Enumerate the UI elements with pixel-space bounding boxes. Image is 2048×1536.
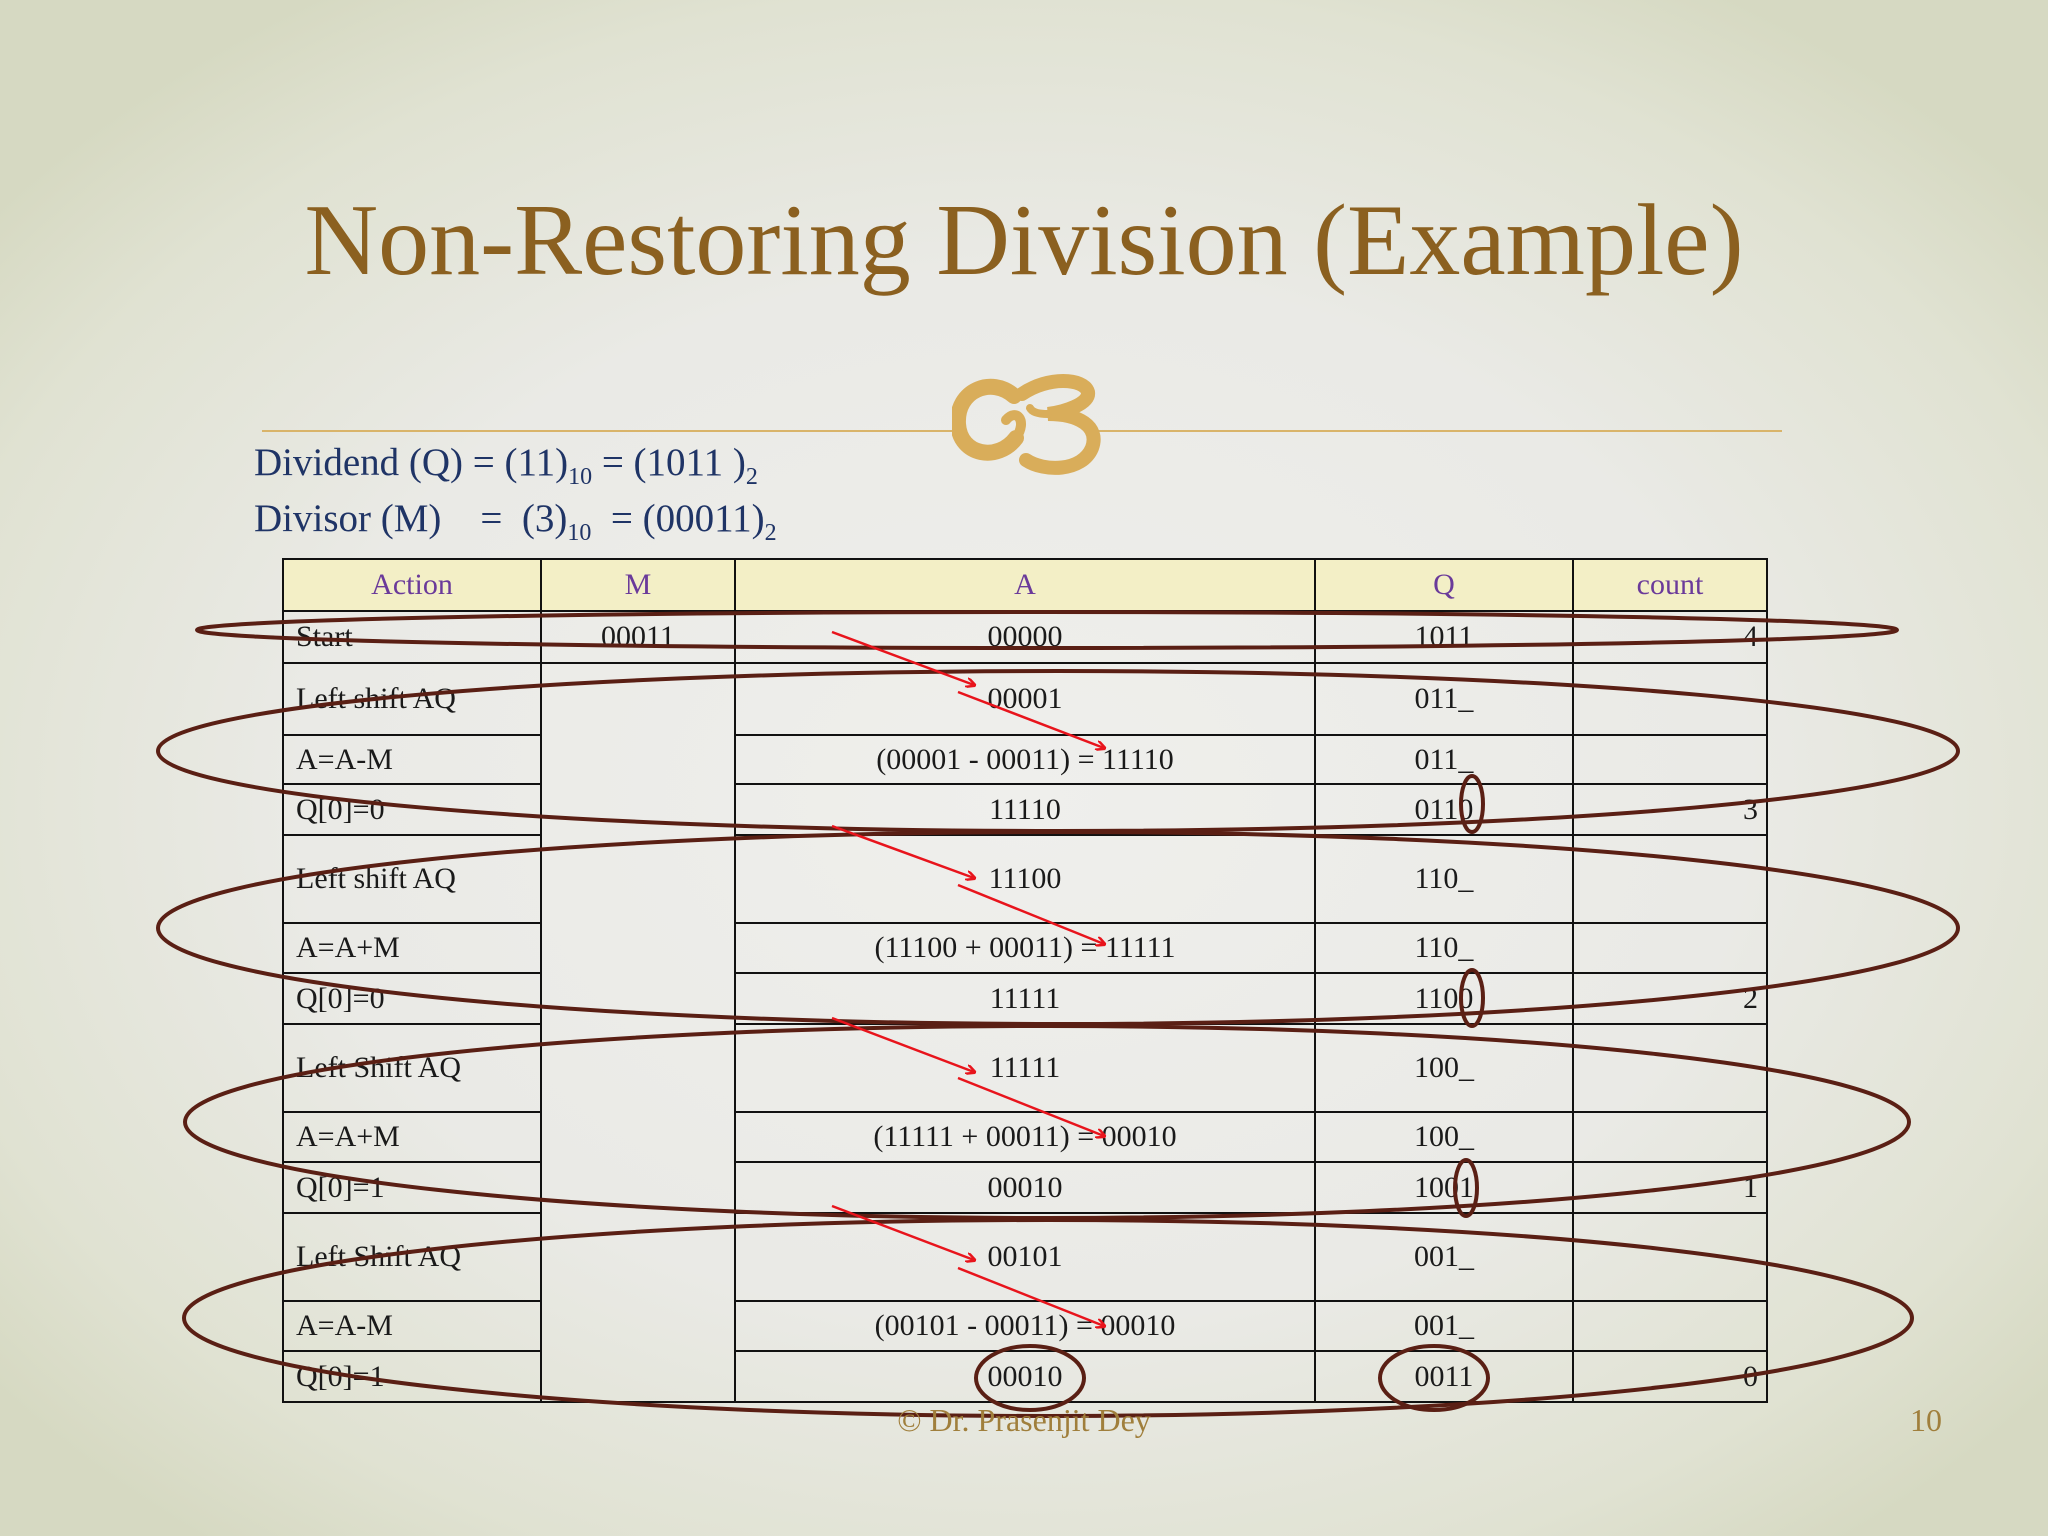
cell-action: Q[0]=0 — [282, 972, 542, 1025]
cell-action: Q[0]=1 — [282, 1350, 542, 1403]
cell-count — [1572, 662, 1768, 736]
cell-count — [1572, 734, 1768, 785]
cell-q: 1100 — [1314, 972, 1574, 1025]
dividend-label: Dividend (Q) = (11) — [254, 441, 569, 484]
dividend-binary: = (1011 ) — [592, 441, 746, 484]
cell-action: Q[0]=1 — [282, 1161, 542, 1214]
cell-count — [1572, 1212, 1768, 1302]
title-divider-left — [262, 430, 962, 432]
cell-a: (11111 + 00011) = 00010 — [734, 1111, 1316, 1163]
cell-q: 1001 — [1314, 1161, 1574, 1214]
table-row: Q[0]=1 00010 1001 1 — [282, 1161, 1768, 1214]
cell-action: Q[0]=0 — [282, 783, 542, 836]
cell-a: 00001 — [734, 662, 1316, 736]
cell-count — [1572, 1023, 1768, 1113]
table-row: Start 00011 00000 1011 4 — [282, 610, 1768, 664]
table-row: A=A-M (00101 - 00011) = 00010 001_ — [282, 1300, 1768, 1352]
cell-q: 100_ — [1314, 1023, 1574, 1113]
cell-a: (00001 - 00011) = 11110 — [734, 734, 1316, 785]
cell-count: 4 — [1572, 610, 1768, 664]
cell-count — [1572, 1300, 1768, 1352]
table-row: A=A+M (11100 + 00011) = 11111 110_ — [282, 922, 1768, 974]
cell-action: Start — [282, 610, 542, 664]
cell-q: 110_ — [1314, 834, 1574, 924]
cell-q: 0011 — [1314, 1350, 1574, 1403]
cell-action: A=A-M — [282, 734, 542, 785]
table-row: Left Shift AQ 00101 001_ — [282, 1212, 1768, 1302]
cell-action: A=A+M — [282, 922, 542, 974]
table-header-row: Action M A Q count — [282, 558, 1768, 612]
swash-ornament-icon — [952, 374, 1101, 475]
cell-m: 00011 — [540, 610, 736, 664]
header-count: count — [1572, 558, 1768, 612]
header-q: Q — [1314, 558, 1574, 612]
cell-action: A=A-M — [282, 1300, 542, 1352]
cell-q: 001_ — [1314, 1212, 1574, 1302]
table-row: Q[0]=0 11110 0110 3 — [282, 783, 1768, 836]
table-row: Q[0]=1 00010 0011 0 — [282, 1350, 1768, 1403]
cell-a: (00101 - 00011) = 00010 — [734, 1300, 1316, 1352]
slide-title: Non-Restoring Division (Example) — [304, 184, 1744, 297]
cell-count: 1 — [1572, 1161, 1768, 1214]
title-divider-right — [1090, 430, 1782, 432]
cell-a: 11100 — [734, 834, 1316, 924]
table-row: Left shift AQ 00001 011_ — [282, 662, 1768, 1403]
table-row: A=A+M (11111 + 00011) = 00010 100_ — [282, 1111, 1768, 1163]
cell-count: 2 — [1572, 972, 1768, 1025]
divisor-binary: = (00011) — [591, 497, 765, 540]
cell-count — [1572, 922, 1768, 974]
cell-q: 001_ — [1314, 1300, 1574, 1352]
division-steps-table: Action M A Q count Start 00011 00000 101… — [282, 558, 1768, 1403]
cell-a: 11111 — [734, 1023, 1316, 1113]
divisor-dec-subscript: 10 — [567, 519, 592, 546]
table-row: Left shift AQ 11100 110_ — [282, 834, 1768, 924]
cell-action: Left Shift AQ — [282, 1023, 542, 1113]
cell-count — [1572, 834, 1768, 924]
cell-count — [1572, 1111, 1768, 1163]
cell-action: Left shift AQ — [282, 834, 542, 924]
cell-action: A=A+M — [282, 1111, 542, 1163]
dividend-dec-subscript: 10 — [568, 463, 593, 490]
table-row: A=A-M (00001 - 00011) = 11110 011_ — [282, 734, 1768, 785]
header-a: A — [734, 558, 1316, 612]
cell-a: (11100 + 00011) = 11111 — [734, 922, 1316, 974]
cell-q: 110_ — [1314, 922, 1574, 974]
dividend-line: Dividend (Q) = (11)10 = (1011 )2 — [254, 440, 758, 491]
page-number: 10 — [1910, 1402, 1942, 1438]
cell-a: 00010 — [734, 1350, 1316, 1403]
cell-a: 00010 — [734, 1161, 1316, 1214]
table-row: Q[0]=0 11111 1100 2 — [282, 972, 1768, 1025]
cell-a: 11110 — [734, 783, 1316, 836]
cell-a: 11111 — [734, 972, 1316, 1025]
divisor-bin-subscript: 2 — [764, 519, 777, 546]
footer-copyright: © Dr. Prasenjit Dey — [897, 1402, 1151, 1438]
cell-count: 0 — [1572, 1350, 1768, 1403]
cell-a: 00000 — [734, 610, 1316, 664]
header-m: M — [540, 558, 736, 612]
divisor-label: Divisor (M) = (3) — [254, 497, 568, 540]
cell-action: Left Shift AQ — [282, 1212, 542, 1302]
table-row: Left Shift AQ 11111 100_ — [282, 1023, 1768, 1113]
cell-a: 00101 — [734, 1212, 1316, 1302]
cell-q: 0110 — [1314, 783, 1574, 836]
cell-q: 011_ — [1314, 734, 1574, 785]
cell-count: 3 — [1572, 783, 1768, 836]
cell-action: Left shift AQ — [282, 662, 542, 736]
cell-q: 1011 — [1314, 610, 1574, 664]
cell-q: 100_ — [1314, 1111, 1574, 1163]
dividend-bin-subscript: 2 — [745, 463, 758, 490]
divisor-line: Divisor (M) = (3)10 = (00011)2 — [254, 496, 777, 547]
division-table-wrapper: Action M A Q count Start 00011 00000 101… — [282, 558, 1768, 1403]
cell-m-empty — [540, 662, 736, 1403]
cell-q: 011_ — [1314, 662, 1574, 736]
header-action: Action — [282, 558, 542, 612]
